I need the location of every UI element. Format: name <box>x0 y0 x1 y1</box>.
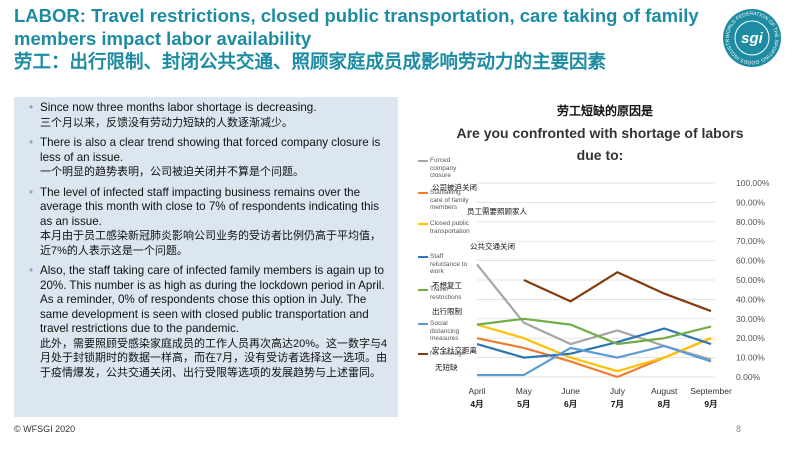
series-line <box>523 270 712 313</box>
legend-label-cn: 公共交通关闭 <box>470 242 515 251</box>
bullet-cn: 三个月以来，反馈没有劳动力短缺的人数逐渐减少。 <box>40 116 293 129</box>
chart-title-cn: 劳工短缺的原因是 <box>557 103 654 118</box>
y-tick-label: 70.00% <box>736 236 765 246</box>
legend-entry: Stafftaking care of family members <box>418 189 470 212</box>
legend-label: Forced company closure <box>430 157 457 179</box>
legend-entry: No shortage <box>418 350 470 358</box>
legend-swatch <box>418 353 428 355</box>
legend-swatch <box>418 223 428 225</box>
bullet-cn: 此外，需要照顾受感染家庭成员的工作人员再次高达20%。这一数字与4月处于封锁期时… <box>40 337 388 379</box>
legend-label: Closed public transportation <box>430 220 470 235</box>
title-en: LABOR: Travel restrictions, closed publi… <box>14 5 699 49</box>
legend-label: Travel restrictions <box>430 286 462 301</box>
y-tick-label: 40.00% <box>736 294 765 304</box>
series-line <box>477 344 712 377</box>
series-line <box>476 327 712 359</box>
bullet: The level of infected staff impacting bu… <box>29 185 390 259</box>
legend-swatch <box>418 160 428 162</box>
legend-label-cn: 无短缺 <box>435 363 458 372</box>
text-panel: Since now three months labor shortage is… <box>14 97 398 417</box>
bullet-en: There is also a clear trend showing that… <box>40 136 381 164</box>
chart: 劳工短缺的原因是 Are you confronted with shortag… <box>456 103 770 409</box>
legend-label-cn: 不想复工 <box>432 281 462 290</box>
x-tick-label-cn: 9月 <box>704 399 717 409</box>
logo: WORLD FEDERATION OF THE SPORTING GOODS I… <box>722 8 781 67</box>
legend-label: No shortage <box>430 350 466 357</box>
bullet: Since now three months labor shortage is… <box>29 101 390 130</box>
legend-swatch <box>418 289 428 291</box>
x-tick-label: September <box>690 386 732 396</box>
bullet-en: Also, the staff taking care of infected … <box>40 264 385 335</box>
x-tick-label-cn: 5月 <box>517 399 530 409</box>
chart-title: Are you confronted with shortage of labo… <box>456 125 744 163</box>
y-tick-label: 30.00% <box>736 314 765 324</box>
legend-swatch <box>418 323 428 325</box>
bullet-en: Since now three months labor shortage is… <box>40 101 317 114</box>
x-tick-label-cn: 7月 <box>611 399 624 409</box>
copyright: © WFSGI 2020 <box>14 424 76 434</box>
y-tick-label: 10.00% <box>736 353 765 363</box>
series-line <box>476 323 712 373</box>
legend-label-cn: 员工需要照顾家人 <box>467 207 527 216</box>
y-tick-label: 100.00% <box>736 178 770 188</box>
bullet: There is also a clear trend showing that… <box>29 136 390 180</box>
legend-entry: Forced company closure <box>418 157 470 180</box>
legend-label: Stafftaking care of family members <box>430 189 469 211</box>
x-tick-label-cn: 8月 <box>658 399 671 409</box>
legend-label: Staff reluctance to work <box>430 253 468 275</box>
legend-label-cn: 安全社交距离 <box>432 346 477 355</box>
x-tick-label: April <box>468 386 485 396</box>
legend-swatch <box>418 256 428 258</box>
legend-label-cn: 公司被迫关闭 <box>432 183 477 192</box>
series-line <box>476 317 712 346</box>
bullet: Also, the staff taking care of infected … <box>29 264 390 380</box>
legend-entry: Closed public transportation <box>418 220 470 235</box>
y-tick-label: 80.00% <box>736 217 765 227</box>
header: LABOR: Travel restrictions, closed publi… <box>14 4 714 74</box>
y-tick-label: 0.00% <box>736 372 761 382</box>
x-tick-label: July <box>610 386 626 396</box>
bullet-en: The level of infected staff impacting bu… <box>40 185 379 228</box>
legend-entry: Travel restrictions <box>418 286 470 301</box>
legend-swatch <box>418 192 428 194</box>
title-cn: 劳工：出行限制、封闭公共交通、照顾家庭成员成影响劳动力的主要因素 <box>14 51 607 72</box>
legend-label-cn: 出行限制 <box>432 307 462 316</box>
y-tick-label: 50.00% <box>736 275 765 285</box>
logo-text: sgi <box>741 30 764 47</box>
bullet-cn: 一个明显的趋势表明，公司被迫关闭并不算是个问题。 <box>40 166 304 178</box>
bullet-list: Since now three months labor shortage is… <box>29 101 390 380</box>
x-tick-label-cn: 4月 <box>470 399 483 409</box>
bullet-cn: 本月由于员工感染新冠肺炎影响公司业务的受访者比例仍高于平均值，近7%的人表示这是… <box>40 230 381 257</box>
x-tick-label: May <box>516 386 533 396</box>
y-tick-label: 60.00% <box>736 256 765 266</box>
legend-entry: Staff reluctance to work <box>418 253 470 276</box>
x-tick-label: June <box>561 386 580 396</box>
legend-entry: Social distancing measures <box>418 320 470 343</box>
page-number: 8 <box>736 424 742 434</box>
legend-label: Social distancing measures <box>430 320 460 342</box>
x-tick-label: August <box>651 386 678 396</box>
y-tick-label: 20.00% <box>736 333 765 343</box>
x-tick-label-cn: 6月 <box>564 399 577 409</box>
chart-title-box: Are you confronted with shortage of labo… <box>456 125 744 163</box>
y-tick-label: 90.00% <box>736 197 765 207</box>
